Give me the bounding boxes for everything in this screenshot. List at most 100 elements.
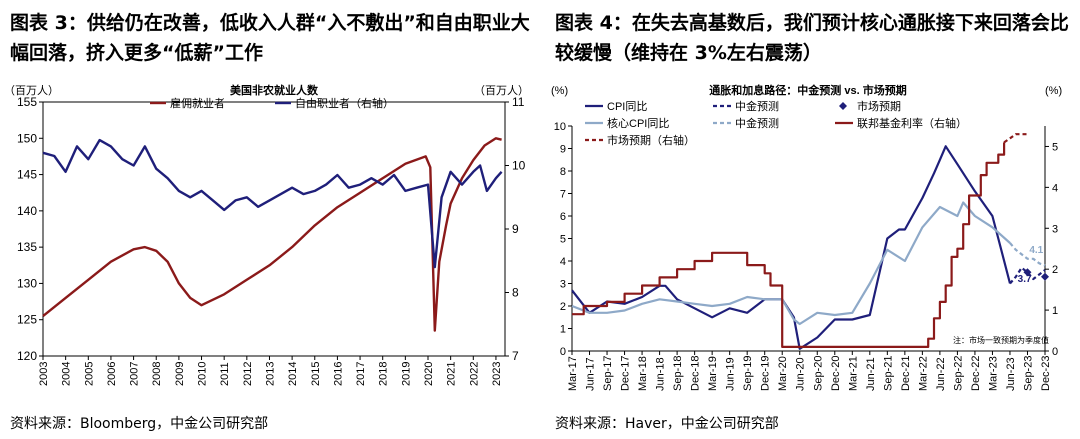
y-tick-label-left: 1 bbox=[560, 324, 566, 336]
x-tick-label: Dec-23 bbox=[1040, 356, 1052, 391]
legend-label: 核心CPI同比 bbox=[607, 116, 669, 130]
y-tick-label-left: 125 bbox=[17, 313, 37, 327]
chart-note: 注：市场一致预期为季度值 bbox=[953, 335, 1049, 345]
x-tick-label: Dec-18 bbox=[690, 356, 702, 391]
x-tick-label: 2009 bbox=[174, 362, 186, 386]
x-tick-label: Mar-23 bbox=[987, 356, 999, 391]
y-tick-label-left: 145 bbox=[17, 168, 37, 182]
y-tick-label-right: 5 bbox=[1052, 141, 1058, 153]
legend-label: 中金预测 bbox=[735, 99, 779, 113]
y-tick-label-right: 3 bbox=[1052, 223, 1058, 235]
y-tick-label-left: 8 bbox=[560, 166, 566, 178]
y-tick-label-right: 2 bbox=[1052, 264, 1058, 276]
x-tick-label: Jun-17 bbox=[585, 357, 597, 391]
left-panel: 图表 3：供给仍在改善，低收入人群“入不敷出”和自由职业大幅回落，挤入更多“低薪… bbox=[0, 0, 530, 439]
right-figure-title: 图表 4：在失去高基数后，我们预计核心通胀接下来回落会比较缓慢（维持在 3%左右… bbox=[555, 12, 1069, 64]
legend-label: 中金预测 bbox=[735, 116, 779, 130]
x-tick-label: Sep-18 bbox=[672, 356, 684, 391]
cpi-yoy-line bbox=[571, 145, 1012, 350]
y-tick-label-right: 7 bbox=[512, 349, 519, 363]
x-tick-label: Jun-19 bbox=[725, 357, 737, 391]
x-tick-label: Sep-17 bbox=[602, 356, 614, 391]
right-source: 资料来源：Haver，中金公司研究部 bbox=[555, 416, 779, 432]
y-axis-label-right: （百万人） bbox=[474, 84, 529, 97]
x-tick-label: 2020 bbox=[423, 362, 435, 386]
chart-title: 美国非农就业人数 bbox=[230, 83, 319, 97]
x-tick-label: 2004 bbox=[61, 362, 73, 386]
x-tick-label: 2016 bbox=[332, 362, 344, 386]
y-tick-label-right: 11 bbox=[512, 95, 525, 109]
x-tick-label: Mar-22 bbox=[917, 356, 929, 391]
y-tick-label-left: 0 bbox=[560, 346, 566, 358]
right-panel: 图表 4：在失去高基数后，我们预计核心通胀接下来回落会比较缓慢（维持在 3%左右… bbox=[545, 0, 1075, 439]
left-chart: 美国非农就业人数 （百万人） （百万人） 120 125 130 135 140 145 150 1… bbox=[4, 83, 529, 386]
legend-label: 联邦基金利率（右轴） bbox=[857, 116, 967, 130]
x-tick-label: 2015 bbox=[310, 362, 322, 386]
x-tick-label: 2006 bbox=[106, 362, 118, 386]
x-tick-label: Mar-20 bbox=[777, 356, 789, 391]
y-tick-label-left: 3 bbox=[560, 279, 566, 291]
y-tick-label-left: 140 bbox=[17, 204, 37, 218]
fed-funds-rate-line bbox=[572, 142, 1006, 348]
y-axis-label-left: (%) bbox=[551, 85, 568, 97]
chart-title: 通胀和加息路径：中金预测 vs. 市场预期 bbox=[709, 83, 906, 97]
x-tick-label: Jun-21 bbox=[865, 357, 877, 391]
x-tick-label: 2010 bbox=[197, 362, 209, 386]
legend-label: 雇佣就业者 bbox=[170, 96, 225, 110]
y-tick-label-left: 10 bbox=[554, 121, 566, 133]
series-line-self-employed bbox=[42, 138, 503, 269]
y-tick-label-left: 5 bbox=[560, 234, 566, 246]
x-tick-label: 2007 bbox=[129, 362, 141, 386]
x-tick-label: Jun-23 bbox=[1005, 357, 1017, 391]
y-tick-label-right: 4 bbox=[1052, 182, 1058, 194]
y-tick-label-left: 135 bbox=[17, 240, 37, 254]
x-tick-label: Jun-20 bbox=[795, 357, 807, 391]
x-tick-label: Dec-17 bbox=[620, 356, 632, 391]
x-tick-label: Mar-18 bbox=[637, 356, 649, 391]
y-tick-label-left: 4 bbox=[560, 256, 566, 268]
y-tick-label-right: 1 bbox=[1052, 305, 1058, 317]
cicc-cpi-forecast-line bbox=[1009, 266, 1046, 285]
x-tick-label: Mar-17 bbox=[567, 356, 579, 391]
x-tick-label: 2012 bbox=[242, 362, 254, 386]
x-tick-label: 2018 bbox=[378, 362, 390, 386]
y-tick-label-right: 0 bbox=[1052, 346, 1058, 358]
x-tick-label: 2005 bbox=[83, 362, 95, 386]
x-tick-label: 2011 bbox=[219, 362, 231, 386]
x-tick-label: Mar-21 bbox=[847, 356, 859, 391]
cicc-core-forecast-line bbox=[1009, 242, 1046, 267]
x-tick-label: Sep-23 bbox=[1022, 356, 1034, 391]
y-tick-label-left: 7 bbox=[560, 189, 566, 201]
legend-label: 市场预期（右轴） bbox=[607, 133, 695, 147]
y-axis-label-right: (%) bbox=[1045, 85, 1062, 97]
value-annotation: 3.7 bbox=[1018, 274, 1032, 285]
market-expectation-markers bbox=[1041, 272, 1049, 281]
legend-label: CPI同比 bbox=[607, 100, 647, 113]
y-axis-label-left: （百万人） bbox=[4, 84, 59, 97]
x-tick-label: Sep-21 bbox=[882, 356, 894, 391]
x-tick-label: 2019 bbox=[400, 362, 412, 386]
y-tick-label-right: 9 bbox=[512, 222, 519, 236]
x-tick-label: 2021 bbox=[446, 362, 458, 386]
x-tick-label: 2017 bbox=[355, 362, 367, 386]
x-tick-label: Jun-22 bbox=[935, 357, 947, 391]
x-tick-label: Sep-20 bbox=[812, 356, 824, 391]
x-tick-label: Sep-19 bbox=[742, 356, 754, 391]
y-tick-label-left: 155 bbox=[17, 95, 37, 109]
y-tick-label-left: 120 bbox=[17, 349, 37, 363]
y-tick-label-left: 130 bbox=[17, 276, 37, 290]
market-expectation-markers bbox=[1023, 268, 1032, 277]
x-tick-label: 2008 bbox=[151, 362, 163, 386]
legend-label: 市场预期 bbox=[857, 99, 901, 113]
left-source: 资料来源：Bloomberg，中金公司研究部 bbox=[10, 416, 269, 432]
x-tick-label: Sep-22 bbox=[952, 356, 964, 391]
right-chart: 通胀和加息路径：中金预测 vs. 市场预期 (%) (%) 0 1 2 3 4 5 6 7 8 9 10 0… bbox=[551, 83, 1062, 391]
x-tick-label: 2013 bbox=[264, 362, 276, 386]
y-tick-label-right: 8 bbox=[512, 286, 519, 300]
legend-swatch bbox=[839, 102, 847, 110]
x-tick-label: Dec-22 bbox=[970, 356, 982, 391]
x-tick-label: Mar-19 bbox=[707, 356, 719, 391]
y-tick-label-left: 9 bbox=[560, 144, 566, 156]
x-tick-label: 2014 bbox=[287, 362, 299, 386]
legend-label: 自由职业者（右轴） bbox=[295, 96, 394, 110]
